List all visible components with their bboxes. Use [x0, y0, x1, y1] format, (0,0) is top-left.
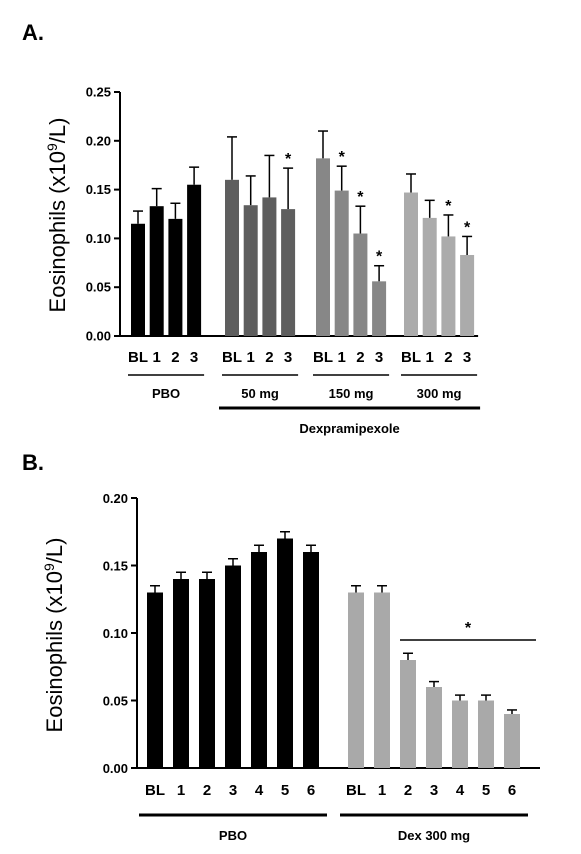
- b-category-label: 2: [203, 782, 211, 799]
- a-category-label: 3: [190, 349, 198, 366]
- a-bar: [334, 190, 349, 336]
- a-group-label: 300 mg: [417, 386, 462, 401]
- b-category-label: 5: [281, 782, 289, 799]
- a-dexpramipexole-label: Dexpramipexole: [299, 421, 399, 436]
- a-bar: [372, 281, 387, 336]
- a-y-tick-label: 0.10: [86, 231, 111, 246]
- b-category-label: 1: [177, 782, 185, 799]
- b-category-label: 6: [307, 782, 315, 799]
- a-category-label: 2: [356, 349, 364, 366]
- a-bar: [441, 236, 456, 336]
- b-group-label: Dex 300 mg: [398, 828, 470, 843]
- a-category-label: 2: [444, 349, 452, 366]
- panel-a: A. Eosinophils (x109/L) 0.00 0.05 0.10 0.15…: [22, 20, 481, 436]
- b-bar: [400, 660, 416, 768]
- a-y-tick-label: 0.15: [86, 182, 111, 197]
- a-bar: [281, 209, 296, 336]
- a-bar: [187, 184, 202, 336]
- b-bar: [225, 565, 241, 768]
- a-category-label: 2: [265, 349, 273, 366]
- b-bar: [199, 579, 215, 768]
- a-significance-star: *: [464, 219, 471, 236]
- b-y-tick-label: 0.10: [103, 626, 128, 641]
- a-category-label: 1: [153, 349, 161, 366]
- a-y-tick-label: 0.05: [86, 280, 111, 295]
- a-bar: [262, 197, 277, 336]
- b-y-tick-label: 0.05: [103, 694, 128, 709]
- a-category-label: BL: [222, 349, 242, 366]
- b-group-label: PBO: [219, 828, 247, 843]
- b-category-label: BL: [346, 782, 366, 799]
- b-category-label: 3: [430, 782, 438, 799]
- b-bar: [173, 579, 189, 768]
- panel-b: B. Eosinophils (x109/L) 0.00 0.05 0.10 0.15…: [22, 450, 540, 843]
- a-significance-star: *: [376, 249, 383, 266]
- a-category-label: BL: [401, 349, 421, 366]
- b-category-label: 6: [508, 782, 516, 799]
- panel-b-y-axis-label: Eosinophils (x109/L): [41, 538, 67, 733]
- b-y-tick-label: 0.15: [103, 559, 128, 574]
- a-bar: [353, 233, 368, 336]
- a-significance-star: *: [445, 198, 452, 215]
- a-bar: [243, 205, 258, 336]
- a-bar: [168, 218, 183, 336]
- a-significance-star: *: [339, 149, 346, 166]
- a-significance-star: *: [285, 151, 292, 168]
- a-group-label: PBO: [152, 386, 180, 401]
- panel-b-label: B.: [22, 450, 44, 475]
- panel-a-y-axis-label: Eosinophils (x109/L): [44, 118, 70, 313]
- b-bar: [147, 592, 163, 768]
- a-bar: [316, 158, 330, 336]
- a-category-label: 1: [426, 349, 434, 366]
- b-category-label: 5: [482, 782, 490, 799]
- b-significance-star: *: [465, 620, 472, 637]
- a-category-label: 3: [463, 349, 471, 366]
- a-category-label: 3: [284, 349, 292, 366]
- a-group-label: 50 mg: [241, 386, 279, 401]
- a-category-label: 1: [338, 349, 346, 366]
- panel-a-label: A.: [22, 20, 44, 45]
- b-category-label: 2: [404, 782, 412, 799]
- a-group-label: 150 mg: [329, 386, 374, 401]
- b-y-tick-label: 0.20: [103, 491, 128, 506]
- b-bar: [504, 714, 520, 768]
- a-bar: [460, 254, 475, 336]
- b-bar: [374, 592, 390, 768]
- b-category-label: 3: [229, 782, 237, 799]
- a-y-tick-label: 0.20: [86, 133, 111, 148]
- b-bar: [251, 552, 267, 768]
- b-y-tick-label: 0.00: [103, 761, 128, 776]
- a-bar: [149, 206, 164, 336]
- b-category-label: 1: [378, 782, 386, 799]
- b-bar: [452, 700, 468, 768]
- a-bar: [131, 223, 145, 336]
- a-bar: [225, 179, 239, 336]
- a-category-label: 1: [247, 349, 255, 366]
- a-category-label: BL: [128, 349, 148, 366]
- a-category-label: BL: [313, 349, 333, 366]
- a-significance-star: *: [357, 189, 364, 206]
- b-bar: [303, 552, 319, 768]
- b-bar: [426, 687, 442, 768]
- b-bar: [348, 592, 364, 768]
- a-y-tick-label: 0.00: [86, 329, 111, 344]
- b-bar: [478, 700, 494, 768]
- b-category-label: 4: [255, 782, 264, 799]
- a-bar: [422, 217, 437, 336]
- a-category-label: 3: [375, 349, 383, 366]
- b-category-label: BL: [145, 782, 165, 799]
- a-category-label: 2: [171, 349, 179, 366]
- a-bar: [404, 192, 418, 336]
- a-y-tick-label: 0.25: [86, 85, 111, 100]
- b-category-label: 4: [456, 782, 465, 799]
- b-bar: [277, 538, 293, 768]
